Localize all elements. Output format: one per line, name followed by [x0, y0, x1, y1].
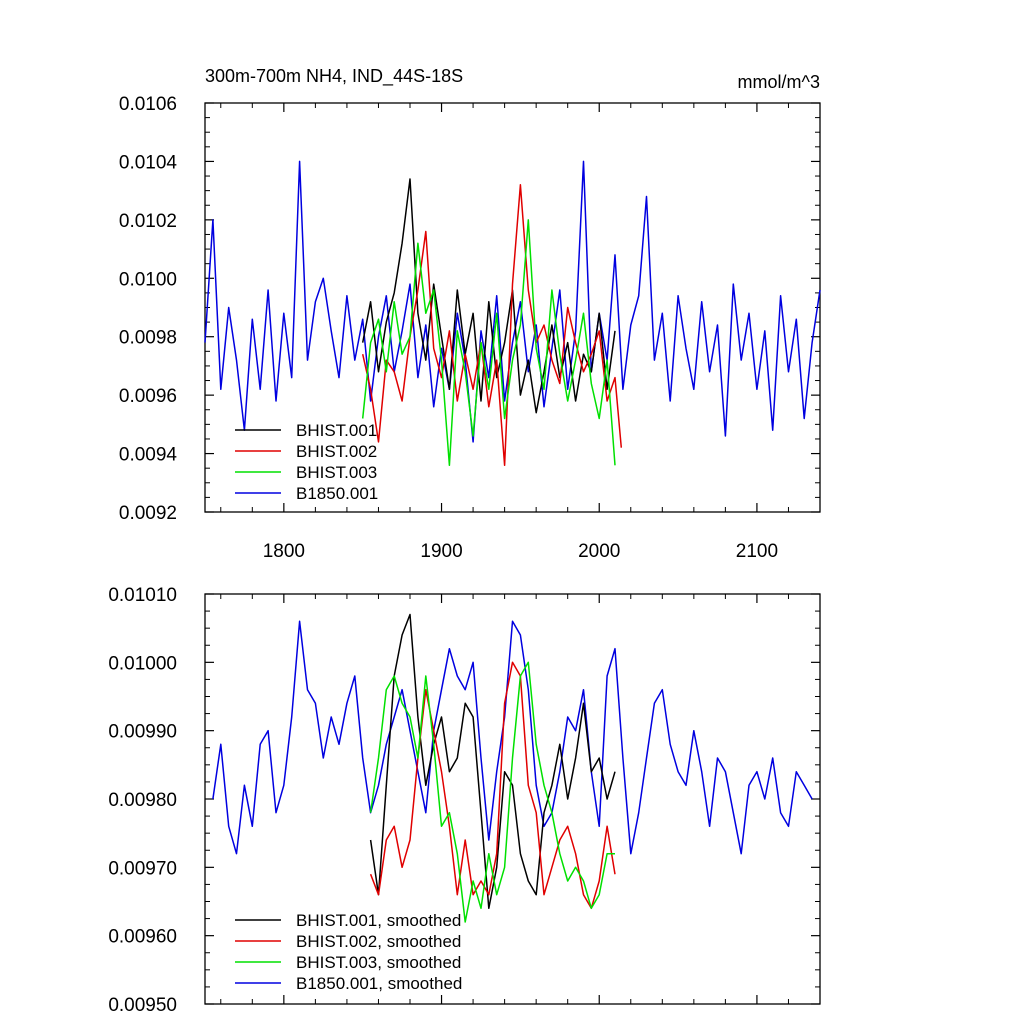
- top-legend-label: BHIST.003: [296, 463, 377, 482]
- bottom-y-tick-label: 0.00990: [108, 722, 177, 743]
- top-legend-label: BHIST.001: [296, 421, 377, 440]
- top-x-tick-label: 2000: [578, 541, 620, 562]
- top-series-line-bhist-001: [361, 178, 616, 414]
- bottom-panel: 0.00950 0.00960 0.00970 0.00980 0.00990 0.010…: [108, 585, 821, 1016]
- top-y-tick-label: 0.0106: [119, 94, 177, 115]
- top-y-tick-label: 0.0098: [119, 328, 177, 349]
- top-y-tick-label: 0.0096: [119, 386, 177, 407]
- bottom-y-tick-label: 0.01010: [108, 585, 177, 606]
- top-series-line-bhist-002: [361, 184, 623, 467]
- bottom-series-line-bhist-003-smoothed: [369, 661, 615, 923]
- chart-title: 300m-700m NH4, IND_44S-18S: [205, 66, 463, 87]
- bottom-y-tick-label: 0.00980: [108, 790, 177, 811]
- top-series-line-b1850-001: [204, 160, 821, 443]
- bottom-y-tick-label: 0.01000: [108, 653, 177, 674]
- top-x-tick-label: 1900: [420, 541, 462, 562]
- bottom-legend-label: B1850.001, smoothed: [296, 974, 462, 993]
- top-y-tick-label: 0.0092: [119, 503, 177, 524]
- bottom-y-tick-label: 0.00960: [108, 927, 177, 948]
- top-y-tick-label: 0.0104: [119, 152, 178, 173]
- bottom-legend-label: BHIST.003, smoothed: [296, 953, 461, 972]
- top-legend-label: BHIST.002: [296, 442, 377, 461]
- bottom-series-line-bhist-001-smoothed: [369, 613, 616, 910]
- top-x-tick-label: 2100: [736, 541, 778, 562]
- top-x-tick-label: 1800: [263, 541, 305, 562]
- top-series-line-bhist-003: [361, 219, 616, 467]
- top-legend: BHIST.001 BHIST.002 BHIST.003 B1850.001: [235, 421, 378, 503]
- bottom-legend-label: BHIST.001, smoothed: [296, 911, 461, 930]
- top-y-tick-label: 0.0094: [119, 445, 178, 466]
- top-y-tick-label: 0.0102: [119, 211, 177, 232]
- top-panel: 300m-700m NH4, IND_44S-18S mmol/m^3 0.00…: [119, 66, 821, 562]
- bottom-y-tick-label: 0.00970: [108, 858, 177, 879]
- units-label: mmol/m^3: [738, 72, 820, 92]
- bottom-y-tick-label: 0.00950: [108, 995, 177, 1016]
- bottom-legend-label: BHIST.002, smoothed: [296, 932, 461, 951]
- top-y-tick-label: 0.0100: [119, 269, 177, 290]
- top-legend-label: B1850.001: [296, 484, 378, 503]
- bottom-legend: BHIST.001, smoothed BHIST.002, smoothed BH…: [235, 911, 462, 993]
- bottom-series-line-b1850-001-smoothed: [212, 620, 813, 855]
